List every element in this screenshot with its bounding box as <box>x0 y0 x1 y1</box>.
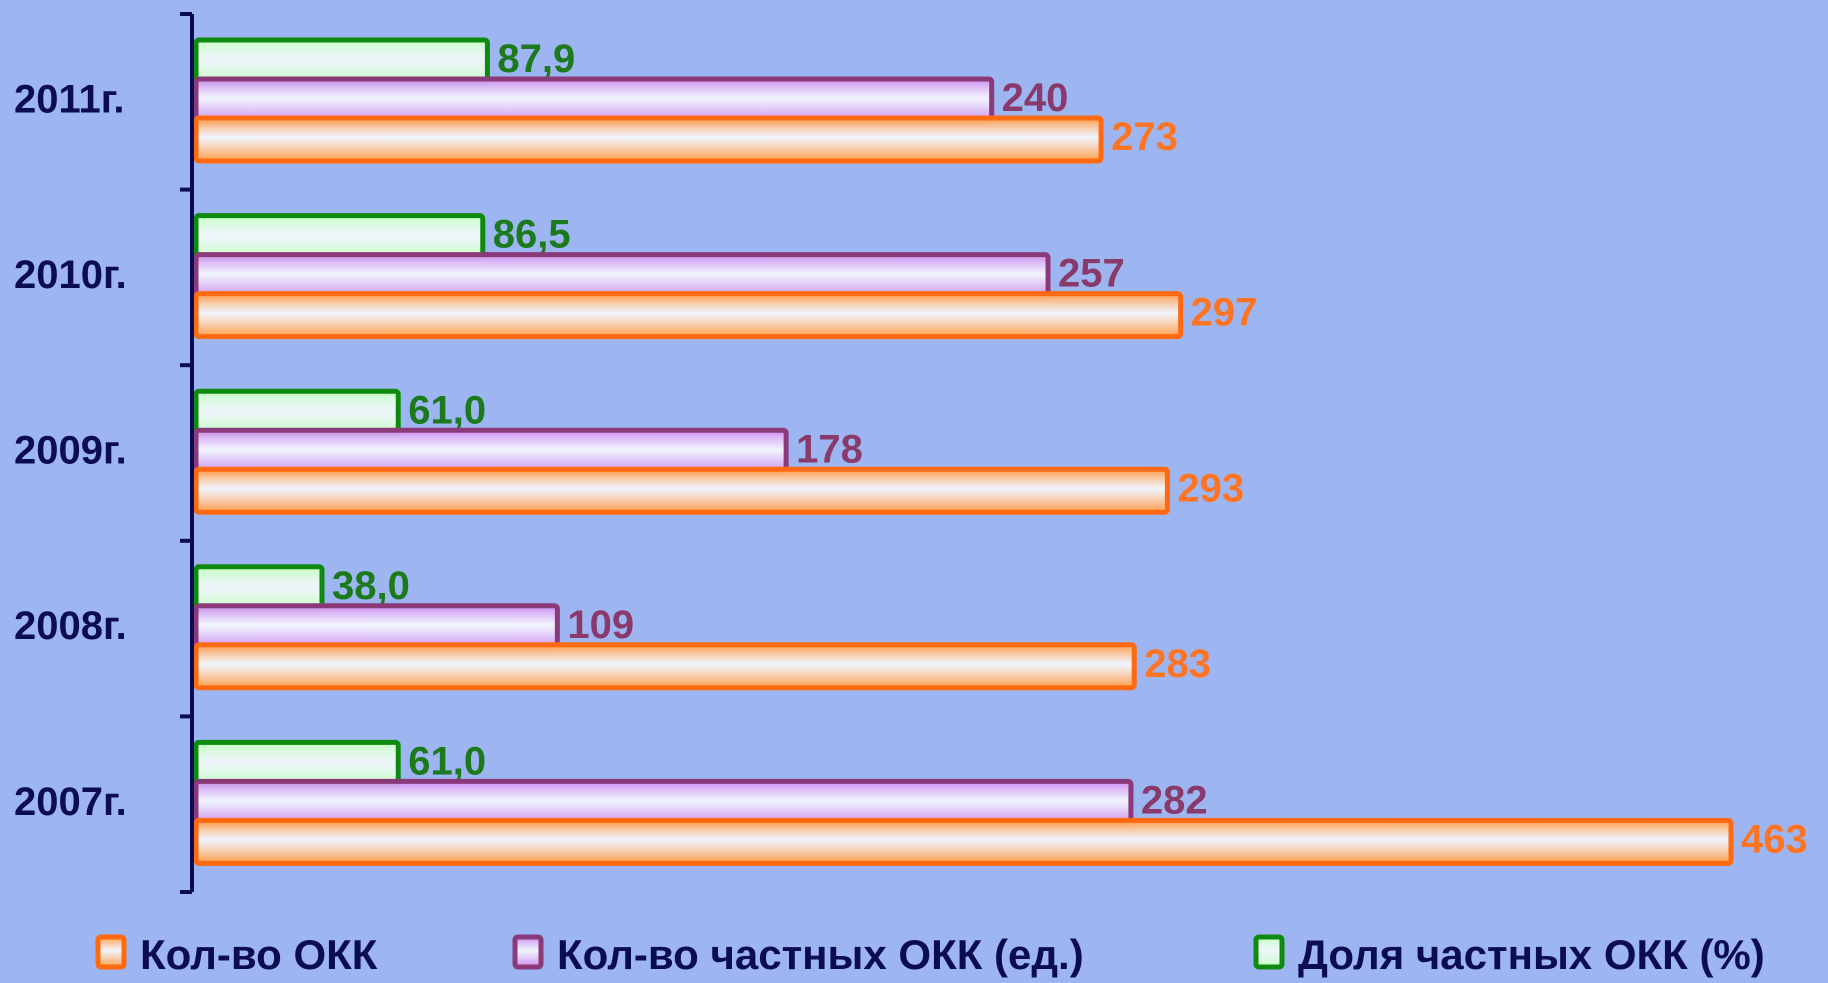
value-label: 293 <box>1177 466 1244 510</box>
value-label: 38,0 <box>332 564 410 608</box>
value-label: 61,0 <box>408 739 486 783</box>
legend-swatch <box>1253 934 1285 970</box>
bar <box>193 115 1104 164</box>
value-label: 463 <box>1741 817 1808 861</box>
category-label: 2009г. <box>14 429 127 473</box>
bar <box>193 817 1734 866</box>
category-label: 2011г. <box>14 77 125 121</box>
value-label: 87,9 <box>497 37 575 81</box>
legend-swatch <box>95 934 127 970</box>
value-label: 178 <box>796 427 863 471</box>
legend-label: Кол-во ОКК <box>140 931 378 978</box>
value-label: 86,5 <box>493 213 571 257</box>
bar <box>193 291 1184 340</box>
bar <box>193 642 1137 691</box>
value-label: 297 <box>1191 291 1258 335</box>
value-label: 283 <box>1144 642 1211 686</box>
value-label: 61,0 <box>408 388 486 432</box>
value-label: 109 <box>567 603 634 647</box>
category-label: 2007г. <box>14 780 127 824</box>
category-label: 2010г. <box>14 253 127 297</box>
value-label: 257 <box>1058 252 1125 296</box>
value-label: 273 <box>1111 115 1178 159</box>
bar <box>193 466 1170 515</box>
category-label: 2008г. <box>14 604 127 648</box>
value-label: 282 <box>1141 778 1208 822</box>
legend-swatch <box>512 934 544 970</box>
legend-label: Доля частных ОКК (%) <box>1298 931 1765 978</box>
value-label: 240 <box>1002 76 1069 120</box>
legend-label: Кол-во частных ОКК (ед.) <box>557 931 1084 978</box>
